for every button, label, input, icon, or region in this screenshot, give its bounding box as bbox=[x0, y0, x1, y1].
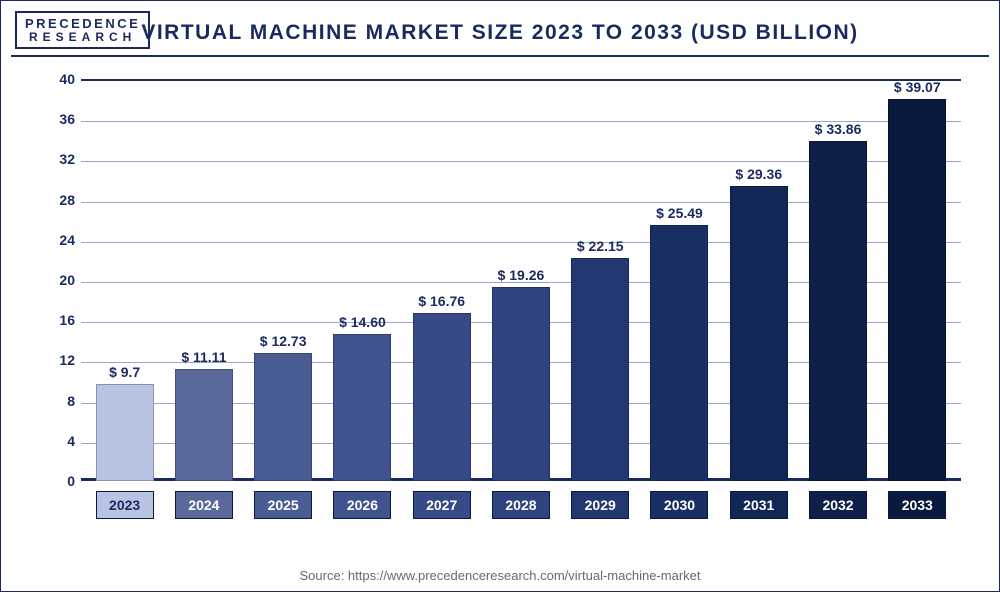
bar-value-label: $ 14.60 bbox=[339, 314, 386, 330]
chart-title: VIRTUAL MACHINE MARKET SIZE 2023 TO 2033… bbox=[1, 9, 999, 55]
bar-col: $ 39.07 bbox=[878, 79, 957, 481]
bar-col: $ 29.36 bbox=[719, 79, 798, 481]
bar-rect bbox=[888, 99, 946, 481]
bar-col: $ 19.26 bbox=[481, 79, 560, 481]
x-cell: 2033 bbox=[878, 491, 957, 519]
bar-col: $ 14.60 bbox=[323, 79, 402, 481]
y-tick-label: 16 bbox=[41, 312, 75, 328]
bar-rect bbox=[730, 186, 788, 481]
bar-rect bbox=[492, 287, 550, 481]
bar-value-label: $ 22.15 bbox=[577, 238, 624, 254]
bar-value-label: $ 19.26 bbox=[498, 267, 545, 283]
bar-value-label: $ 33.86 bbox=[815, 121, 862, 137]
bar-col: $ 16.76 bbox=[402, 79, 481, 481]
x-tick-label: 2028 bbox=[492, 491, 550, 519]
bar-value-label: $ 16.76 bbox=[418, 293, 465, 309]
x-cell: 2032 bbox=[798, 491, 877, 519]
bar-rect bbox=[175, 369, 233, 481]
x-cell: 2025 bbox=[244, 491, 323, 519]
bar-chart: $ 9.7 $ 11.11 $ 12.73 $ 14.60 $ 16.76 $ 19.26… bbox=[41, 79, 971, 531]
bar-value-label: $ 39.07 bbox=[894, 79, 941, 95]
bar-col: $ 9.7 bbox=[85, 79, 164, 481]
y-tick-label: 0 bbox=[41, 473, 75, 489]
y-tick-label: 32 bbox=[41, 151, 75, 167]
y-tick-label: 8 bbox=[41, 393, 75, 409]
x-cell: 2028 bbox=[481, 491, 560, 519]
x-tick-label: 2025 bbox=[254, 491, 312, 519]
x-tick-label: 2030 bbox=[650, 491, 708, 519]
x-cell: 2026 bbox=[323, 491, 402, 519]
bar-rect bbox=[96, 384, 154, 481]
bar-value-label: $ 11.11 bbox=[181, 349, 226, 365]
bar-col: $ 12.73 bbox=[244, 79, 323, 481]
x-tick-label: 2027 bbox=[413, 491, 471, 519]
x-tick-label: 2032 bbox=[809, 491, 867, 519]
x-axis: 2023 2024 2025 2026 2027 2028 2029 2030 2031 2032… bbox=[81, 491, 961, 519]
y-tick-label: 28 bbox=[41, 192, 75, 208]
y-tick-label: 24 bbox=[41, 232, 75, 248]
bar-col: $ 25.49 bbox=[640, 79, 719, 481]
x-cell: 2024 bbox=[164, 491, 243, 519]
x-tick-label: 2024 bbox=[175, 491, 233, 519]
x-cell: 2030 bbox=[640, 491, 719, 519]
bar-value-label: $ 29.36 bbox=[735, 166, 782, 182]
y-tick-label: 20 bbox=[41, 272, 75, 288]
y-tick-label: 4 bbox=[41, 433, 75, 449]
bar-rect bbox=[809, 141, 867, 481]
x-tick-label: 2026 bbox=[333, 491, 391, 519]
bar-rect bbox=[333, 334, 391, 481]
x-tick-label: 2031 bbox=[730, 491, 788, 519]
bar-value-label: $ 9.7 bbox=[109, 364, 140, 380]
bar-col: $ 11.11 bbox=[164, 79, 243, 481]
bar-rect bbox=[254, 353, 312, 481]
bar-rect bbox=[571, 258, 629, 481]
title-rule bbox=[11, 55, 989, 57]
x-cell: 2029 bbox=[561, 491, 640, 519]
y-tick-label: 36 bbox=[41, 111, 75, 127]
x-cell: 2027 bbox=[402, 491, 481, 519]
bars-container: $ 9.7 $ 11.11 $ 12.73 $ 14.60 $ 16.76 $ 19.26… bbox=[81, 79, 961, 481]
x-tick-label: 2023 bbox=[96, 491, 154, 519]
x-cell: 2031 bbox=[719, 491, 798, 519]
bar-col: $ 22.15 bbox=[561, 79, 640, 481]
source-text: Source: https://www.precedenceresearch.c… bbox=[1, 568, 999, 583]
bar-col: $ 33.86 bbox=[798, 79, 877, 481]
bar-value-label: $ 25.49 bbox=[656, 205, 703, 221]
bar-rect bbox=[413, 313, 471, 481]
x-tick-label: 2029 bbox=[571, 491, 629, 519]
x-cell: 2023 bbox=[85, 491, 164, 519]
x-tick-label: 2033 bbox=[888, 491, 946, 519]
bar-rect bbox=[650, 225, 708, 481]
bar-value-label: $ 12.73 bbox=[260, 333, 307, 349]
y-tick-label: 12 bbox=[41, 352, 75, 368]
y-tick-label: 40 bbox=[41, 71, 75, 87]
